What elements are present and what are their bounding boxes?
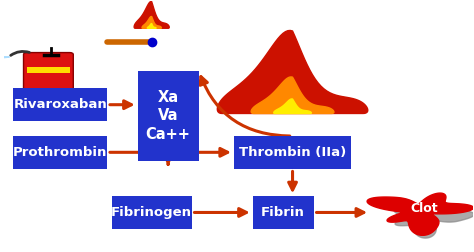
FancyBboxPatch shape (13, 136, 107, 169)
FancyBboxPatch shape (253, 196, 314, 229)
Text: Thrombin (IIa): Thrombin (IIa) (239, 146, 346, 159)
Polygon shape (251, 77, 334, 113)
Text: Fibrinogen: Fibrinogen (111, 206, 192, 219)
Polygon shape (273, 99, 311, 113)
FancyBboxPatch shape (13, 88, 107, 121)
Text: Clot: Clot (410, 202, 438, 215)
FancyBboxPatch shape (137, 71, 199, 161)
Polygon shape (367, 193, 474, 235)
Text: Xa
Va
Ca++: Xa Va Ca++ (146, 90, 191, 142)
Polygon shape (142, 17, 161, 28)
Text: Prothrombin: Prothrombin (13, 146, 107, 159)
Polygon shape (217, 30, 368, 113)
FancyBboxPatch shape (24, 53, 73, 93)
Text: Fibrin: Fibrin (261, 206, 305, 219)
Polygon shape (147, 24, 156, 28)
FancyBboxPatch shape (112, 196, 191, 229)
Polygon shape (134, 2, 169, 28)
FancyBboxPatch shape (27, 67, 70, 73)
FancyBboxPatch shape (234, 136, 351, 169)
Polygon shape (391, 198, 474, 238)
Text: Rivaroxaban: Rivaroxaban (13, 98, 107, 111)
